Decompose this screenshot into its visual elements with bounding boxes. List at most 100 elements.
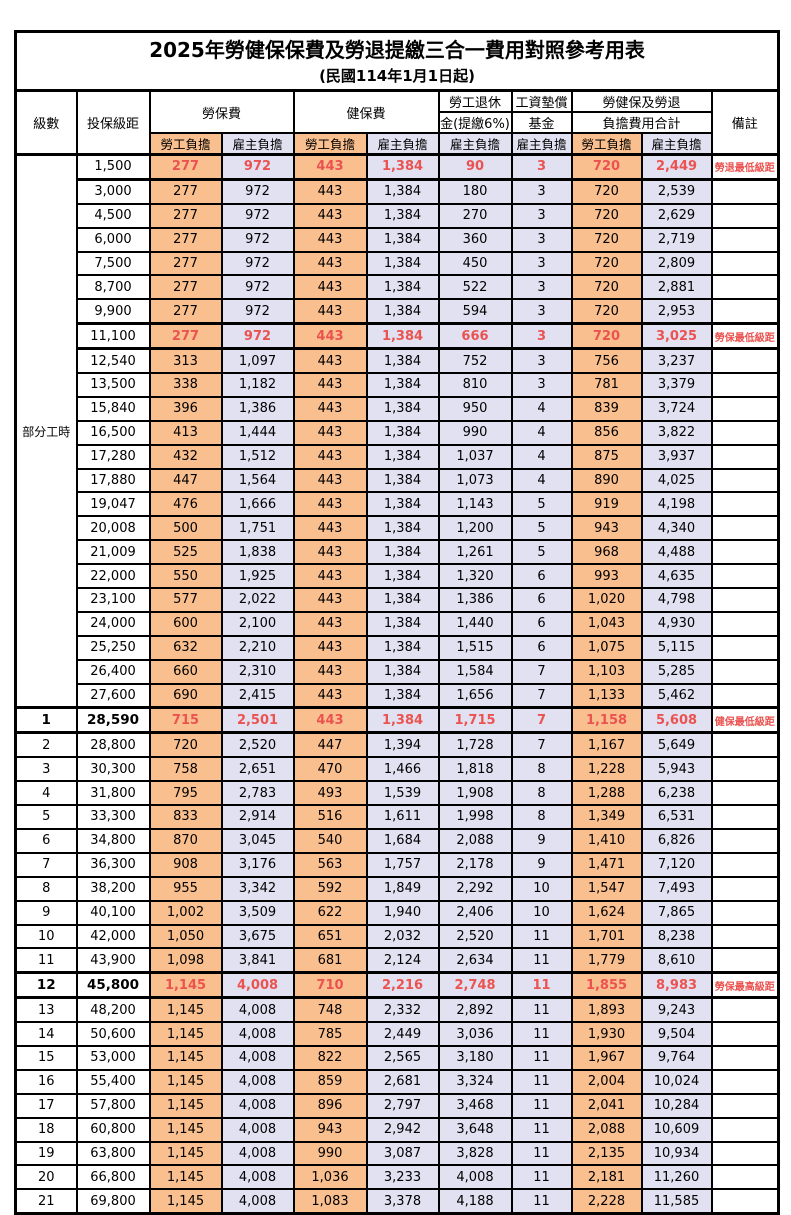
- subheader-labor-employer: 雇主負擔: [220, 132, 295, 156]
- labor-employer-cell: 1,838: [220, 539, 295, 566]
- health-employee-cell: 443: [292, 153, 368, 181]
- table-row: 6 34,800 870 3,045 540 1,684 2,088 9 1,410 6,826: [14, 827, 780, 854]
- labor-employer-cell: 972: [220, 202, 295, 229]
- pension-employer-cell: 2,292: [437, 875, 513, 902]
- total-employee-cell: 1,103: [570, 658, 643, 685]
- labor-employee-cell: 1,002: [148, 899, 223, 926]
- total-employee-cell: 993: [570, 563, 643, 590]
- pension-employer-cell: 3,324: [437, 1068, 513, 1095]
- health-employer-cell: 1,384: [365, 682, 440, 710]
- health-employer-cell: 1,757: [365, 851, 440, 878]
- health-employer-cell: 2,216: [365, 971, 440, 1000]
- wage-fund-employer-cell: 11: [510, 1116, 573, 1143]
- labor-employer-cell: 4,008: [220, 1164, 295, 1191]
- wage-fund-employer-cell: 11: [510, 1021, 573, 1047]
- table-row: 22,000 550 1,925 443 1,384 1,320 6 993 4,635: [16, 563, 780, 590]
- labor-employer-cell: 4,008: [220, 1116, 295, 1143]
- remark-cell: [710, 731, 780, 759]
- wage-fund-employer-cell: 3: [510, 153, 573, 181]
- total-employer-cell: 2,881: [640, 274, 713, 301]
- health-employer-cell: 1,384: [365, 491, 440, 518]
- title-row: 2025年勞健保保費及勞退提繳三合一費用對照參考用表 (民國114年1月1日起): [14, 30, 780, 92]
- health-employer-cell: 1,384: [365, 178, 440, 205]
- total-employer-cell: 2,539: [640, 178, 713, 205]
- total-employee-cell: 890: [570, 467, 643, 494]
- labor-employer-cell: 2,651: [220, 756, 295, 783]
- table-row: 21,009 525 1,838 443 1,384 1,261 5 968 4,488: [16, 539, 780, 566]
- subheader-wage-fund-employer: 雇主負擔: [510, 132, 573, 156]
- pension-employer-cell: 270: [437, 202, 513, 229]
- labor-employee-cell: 338: [148, 372, 223, 398]
- labor-employer-cell: 972: [220, 153, 295, 181]
- remark-cell: [710, 1092, 780, 1119]
- labor-employer-cell: 1,564: [220, 467, 295, 494]
- wage-fund-employer-cell: 8: [510, 804, 573, 830]
- labor-employee-cell: 1,145: [148, 1044, 223, 1071]
- remark-cell: [710, 515, 780, 542]
- labor-employee-cell: 500: [148, 515, 223, 542]
- health-employee-cell: 443: [292, 634, 368, 661]
- remark-cell: [710, 372, 780, 398]
- table-row: 13 48,200 1,145 4,008 748 2,332 2,892 11 1,893 9,…: [14, 996, 780, 1024]
- health-employer-cell: 1,940: [365, 899, 440, 926]
- table-row: 24,000 600 2,100 443 1,384 1,440 6 1,043 4,930: [16, 610, 780, 637]
- wage-fund-employer-cell: 3: [510, 372, 573, 398]
- health-employee-cell: 443: [292, 274, 368, 301]
- remark-cell: [710, 563, 780, 590]
- health-employer-cell: 2,032: [365, 923, 440, 950]
- bracket-cell: 53,000: [75, 1044, 151, 1071]
- total-employer-cell: 6,531: [640, 804, 713, 830]
- pension-employer-cell: 1,656: [437, 682, 513, 710]
- total-employer-cell: 11,260: [640, 1164, 713, 1191]
- health-employer-cell: 1,384: [365, 634, 440, 661]
- health-employee-cell: 443: [292, 443, 368, 470]
- page-title: 2025年勞健保保費及勞退提繳三合一費用對照參考用表: [149, 38, 645, 62]
- pension-employer-cell: 180: [437, 178, 513, 205]
- labor-employer-cell: 4,008: [220, 1140, 295, 1167]
- labor-employee-cell: 720: [148, 731, 223, 759]
- col-header-total-line2: 負擔費用合計: [570, 111, 713, 134]
- health-employee-cell: 443: [292, 226, 368, 253]
- col-header-health-insurance: 健保費: [292, 89, 440, 134]
- premium-reference-table: 2025年勞健保保費及勞退提繳三合一費用對照參考用表 (民國114年1月1日起)…: [14, 30, 781, 1215]
- remark-cell: [710, 682, 780, 710]
- labor-employer-cell: 1,925: [220, 563, 295, 590]
- wage-fund-employer-cell: 11: [510, 1092, 573, 1119]
- total-employee-cell: 839: [570, 395, 643, 422]
- health-employee-cell: 785: [292, 1021, 368, 1047]
- health-employer-cell: 2,565: [365, 1044, 440, 1071]
- health-employer-cell: 1,384: [365, 658, 440, 685]
- labor-employer-cell: 972: [220, 178, 295, 205]
- total-employer-cell: 11,585: [640, 1188, 713, 1215]
- level-cell: 8: [14, 875, 78, 902]
- pension-employer-cell: 2,088: [437, 827, 513, 854]
- remark-cell: [710, 1068, 780, 1095]
- labor-employer-cell: 972: [220, 226, 295, 253]
- remark-cell: [710, 202, 780, 229]
- wage-fund-employer-cell: 3: [510, 347, 573, 375]
- health-employee-cell: 443: [292, 706, 368, 735]
- total-employer-cell: 5,285: [640, 658, 713, 685]
- total-employer-cell: 10,609: [640, 1116, 713, 1143]
- wage-fund-employer-cell: 9: [510, 827, 573, 854]
- wage-fund-employer-cell: 4: [510, 419, 573, 446]
- total-employee-cell: 720: [570, 274, 643, 301]
- pension-employer-cell: 1,261: [437, 539, 513, 566]
- total-employer-cell: 4,198: [640, 491, 713, 518]
- total-employer-cell: 3,237: [640, 347, 713, 375]
- subheader-total-employer: 雇主負擔: [640, 132, 713, 156]
- col-header-pension-line2: 金(提繳6%): [437, 111, 513, 134]
- health-employee-cell: 443: [292, 372, 368, 398]
- health-employer-cell: 1,539: [365, 780, 440, 807]
- total-employer-cell: 3,724: [640, 395, 713, 422]
- remark-cell: [710, 756, 780, 783]
- remark-cell: [710, 827, 780, 854]
- labor-employee-cell: 432: [148, 443, 223, 470]
- health-employer-cell: 1,466: [365, 756, 440, 783]
- level-cell: 16: [14, 1068, 78, 1095]
- level-cell: 17: [14, 1092, 78, 1119]
- health-employer-cell: 1,384: [365, 202, 440, 229]
- health-employer-cell: 1,384: [365, 515, 440, 542]
- total-employee-cell: 720: [570, 202, 643, 229]
- bracket-cell: 34,800: [75, 827, 151, 854]
